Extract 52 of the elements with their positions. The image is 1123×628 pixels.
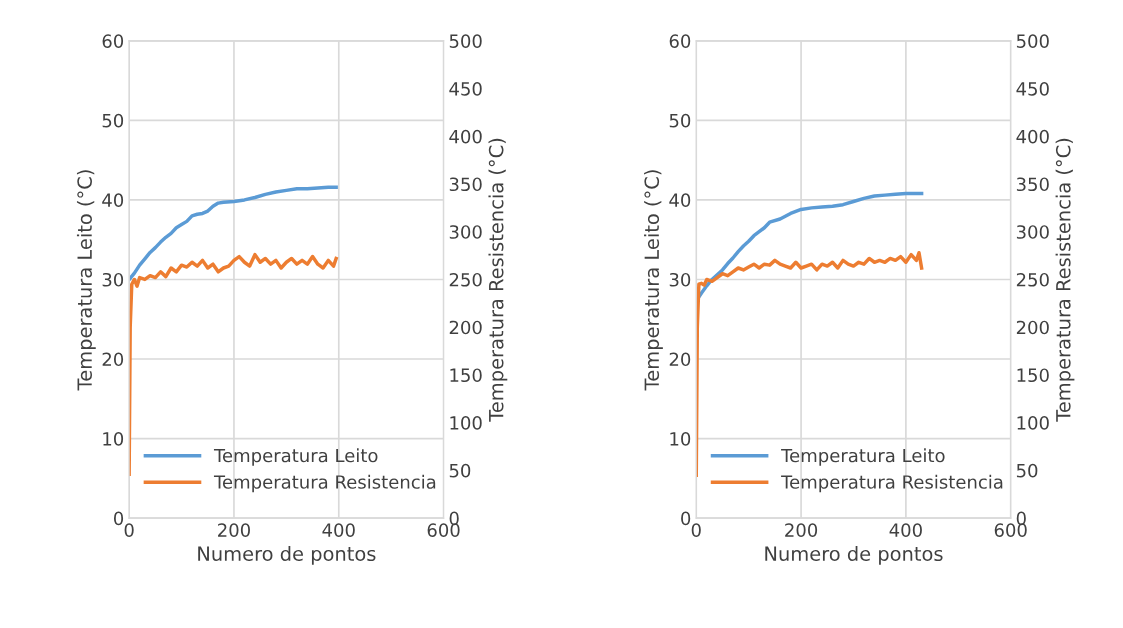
y2-tick-label: 250 [1016, 272, 1049, 287]
y-tick-label: 10 [103, 432, 124, 446]
x-tick-label: 200 [218, 523, 250, 537]
y2-tick-label: 250 [449, 272, 482, 287]
y2-tick-label: 50 [1016, 463, 1038, 478]
x-tick-label: 0 [124, 523, 134, 537]
y2-axis-title: Temperatura Resistencia (°C) [1055, 138, 1075, 422]
legend-label: Temperatura Resistencia [213, 474, 436, 493]
y2-tick-label: 100 [450, 416, 482, 430]
y2-tick-label: 500 [1016, 34, 1049, 48]
y2-tick-label: 350 [1016, 177, 1049, 192]
y2-tick-label: 200 [449, 320, 482, 335]
x-tick-label: 0 [691, 523, 701, 537]
y-tick-label: 20 [102, 352, 124, 367]
y-tick-label: 0 [681, 511, 691, 526]
y-tick-label: 50 [669, 113, 691, 128]
y2-tick-label: 150 [1017, 368, 1049, 383]
y2-tick-label: 350 [449, 177, 482, 192]
legend-label: Temperatura Leito [213, 448, 378, 466]
legend-label: Temperatura Leito [781, 448, 945, 466]
x-tick-label: 400 [322, 523, 355, 537]
y2-tick-label: 450 [449, 82, 482, 96]
y-tick-label: 40 [102, 193, 124, 208]
y2-tick-label: 300 [1016, 225, 1049, 239]
y2-tick-label: 400 [1016, 129, 1049, 144]
x-tick-label: 400 [889, 523, 922, 537]
legend-label: Temperatura Resistencia [781, 474, 1003, 493]
y-tick-label: 60 [102, 34, 124, 48]
y2-tick-label: 50 [449, 463, 471, 478]
line-series [129, 185, 338, 282]
y-tick-label: 60 [669, 34, 691, 48]
y2-tick-label: 300 [449, 225, 482, 239]
y-tick-label: 0 [113, 511, 124, 526]
y2-tick-label: 450 [1016, 82, 1049, 96]
x-tick-label: 200 [785, 523, 818, 537]
y2-tick-label: 200 [1016, 320, 1049, 335]
y-axis-title: Temperatura Leito (°C) [644, 170, 663, 391]
x-axis-title: Numero de pontos [765, 545, 943, 565]
y-tick-label: 30 [669, 272, 691, 287]
y2-tick-label: 100 [1017, 416, 1049, 430]
line-series [129, 252, 338, 476]
y-axis-title: Temperatura Leito (°C) [76, 170, 96, 391]
y-tick-label: 30 [102, 272, 124, 287]
y-tick-label: 40 [669, 193, 691, 208]
y-tick-label: 50 [102, 113, 124, 128]
y-tick-label: 10 [670, 432, 691, 446]
x-axis-title: Numero de pontos [198, 545, 376, 565]
y2-tick-label: 400 [449, 129, 482, 144]
y2-axis-title: Temperatura Resistencia (°C) [488, 138, 508, 422]
y-tick-label: 20 [669, 352, 691, 367]
y2-tick-label: 150 [450, 368, 482, 383]
y2-tick-label: 500 [449, 34, 482, 48]
